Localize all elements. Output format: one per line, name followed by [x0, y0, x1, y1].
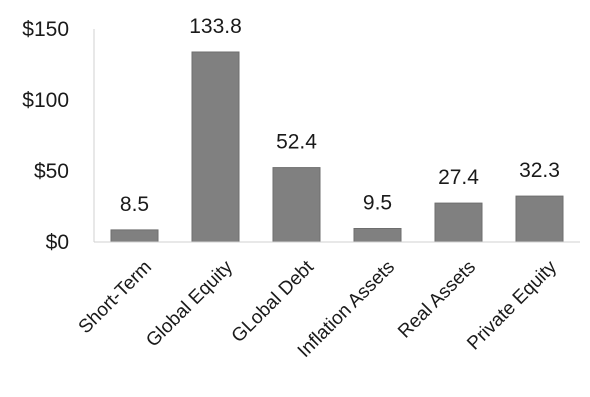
y-tick-label: $150: [22, 18, 69, 41]
bar: [191, 51, 240, 243]
category-label: GLobal Debt: [228, 256, 319, 347]
y-tick-label: $100: [22, 89, 69, 112]
data-label: 9.5: [363, 192, 392, 215]
y-tick-label: $0: [46, 231, 69, 254]
data-labels: 8.5 133.8 52.4 9.5 27.4 32.3: [120, 15, 560, 216]
bar: [353, 228, 402, 243]
bar: [272, 167, 321, 243]
bar: [515, 195, 564, 243]
category-label: Real Assets: [394, 257, 480, 343]
data-label: 8.5: [120, 193, 149, 216]
data-label: 32.3: [519, 159, 560, 182]
data-label: 133.8: [189, 15, 242, 38]
bars: [110, 51, 564, 243]
category-label: Global Equity: [142, 256, 237, 351]
y-axis: $0 $50 $100 $150: [22, 18, 95, 254]
bar: [110, 229, 159, 243]
data-label: 27.4: [438, 166, 479, 189]
y-tick-label: $50: [34, 160, 69, 183]
data-label: 52.4: [276, 131, 317, 154]
category-label: Short-Term: [75, 257, 156, 338]
bar: [434, 202, 483, 243]
